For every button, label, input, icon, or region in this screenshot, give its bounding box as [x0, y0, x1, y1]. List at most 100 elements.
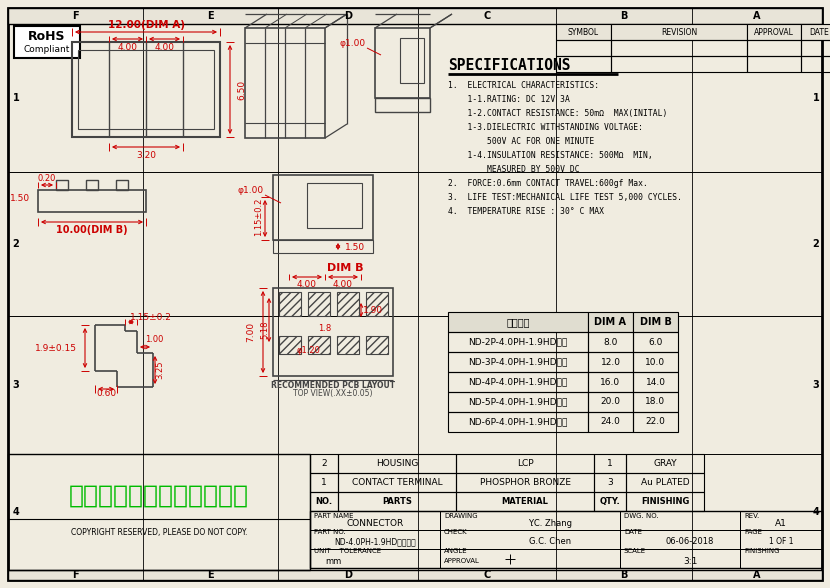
Text: ND-2P-4.0PH-1.9HD母座: ND-2P-4.0PH-1.9HD母座: [468, 338, 568, 346]
Text: 12.00(DIM A): 12.00(DIM A): [108, 20, 184, 30]
Text: 4.  TEMPERATURE RISE : 30° C MAX: 4. TEMPERATURE RISE : 30° C MAX: [448, 206, 604, 215]
Bar: [366, 292, 388, 316]
Text: APPROVAL: APPROVAL: [444, 558, 480, 564]
Text: 3: 3: [12, 380, 19, 390]
Bar: [448, 372, 588, 392]
Bar: [740, 549, 822, 568]
Text: 6.50: 6.50: [237, 79, 247, 99]
Text: DIM B: DIM B: [327, 263, 364, 273]
Bar: [633, 352, 678, 372]
Text: 1-4.INSULATION RESISTANCE: 500MΩ  MIN,: 1-4.INSULATION RESISTANCE: 500MΩ MIN,: [448, 151, 652, 159]
Text: REV.: REV.: [744, 513, 759, 519]
Bar: [740, 530, 822, 549]
Text: NO.: NO.: [315, 497, 333, 506]
Text: UNIT    TOLERANCE: UNIT TOLERANCE: [314, 548, 381, 554]
Bar: [38, 190, 146, 212]
Text: PAGE: PAGE: [744, 529, 762, 535]
Bar: [440, 530, 620, 549]
Text: 1: 1: [607, 459, 613, 468]
Text: G.C. Chen: G.C. Chen: [529, 537, 571, 546]
Bar: [337, 336, 359, 354]
Text: ND-3P-4.0PH-1.9HD母座: ND-3P-4.0PH-1.9HD母座: [468, 358, 568, 366]
Bar: [448, 332, 588, 352]
Text: Y.C. Zhang: Y.C. Zhang: [528, 520, 572, 529]
Bar: [747, 56, 801, 72]
Text: COPYRIGHT RESERVED, PLEASE DO NOT COPY.: COPYRIGHT RESERVED, PLEASE DO NOT COPY.: [71, 527, 247, 536]
Bar: [448, 352, 588, 372]
Text: E: E: [208, 570, 214, 580]
Text: 20.0: 20.0: [600, 397, 621, 406]
Text: 10.0: 10.0: [646, 358, 666, 366]
Bar: [440, 511, 620, 530]
Text: CONNECTOR: CONNECTOR: [346, 520, 403, 529]
Text: 1.50: 1.50: [345, 242, 365, 252]
Bar: [456, 492, 594, 511]
Bar: [14, 26, 80, 58]
Bar: [588, 312, 633, 332]
Text: 广东诺德电子科技有限公司: 广东诺德电子科技有限公司: [69, 484, 249, 508]
Text: DRAWING: DRAWING: [444, 513, 477, 519]
Text: MATERIAL: MATERIAL: [501, 497, 549, 506]
Text: ANGLE: ANGLE: [444, 548, 467, 554]
Text: MEASURED BY 500V DC: MEASURED BY 500V DC: [448, 165, 579, 173]
Text: PART NO.: PART NO.: [314, 529, 346, 535]
Text: 0.60: 0.60: [96, 389, 116, 397]
Bar: [310, 454, 338, 473]
Text: CHECK: CHECK: [444, 529, 467, 535]
Bar: [440, 549, 620, 568]
Text: D: D: [344, 11, 352, 21]
Text: FINISHING: FINISHING: [641, 497, 689, 506]
Text: 1.15±0.2: 1.15±0.2: [255, 198, 263, 236]
Text: A: A: [754, 570, 761, 580]
Text: HOUSING: HOUSING: [376, 459, 418, 468]
Bar: [273, 240, 373, 253]
Text: PHOSPHOR BRONZE: PHOSPHOR BRONZE: [480, 478, 570, 487]
Bar: [338, 473, 456, 492]
Bar: [72, 42, 220, 137]
Text: PART NAME: PART NAME: [314, 513, 354, 519]
Bar: [245, 28, 325, 138]
Text: 5.18: 5.18: [261, 320, 270, 339]
Text: 16.0: 16.0: [600, 377, 621, 386]
Text: 4: 4: [12, 507, 19, 517]
Text: 12.0: 12.0: [600, 358, 621, 366]
Bar: [801, 24, 830, 40]
Bar: [588, 332, 633, 352]
Bar: [279, 292, 301, 316]
Text: 10.00(DIM B): 10.00(DIM B): [56, 225, 128, 235]
Bar: [594, 473, 626, 492]
Text: 1.50: 1.50: [10, 193, 30, 202]
Text: RoHS: RoHS: [28, 29, 66, 42]
Bar: [8, 454, 310, 570]
Text: 2.  FORCE:0.6mm CONTACT TRAVEL:600gf Max.: 2. FORCE:0.6mm CONTACT TRAVEL:600gf Max.: [448, 179, 648, 188]
Bar: [747, 24, 801, 40]
Text: 型号规格: 型号规格: [506, 317, 530, 327]
Text: 1.8: 1.8: [319, 323, 332, 332]
Text: ND-4.0PH-1.9HD母座系列: ND-4.0PH-1.9HD母座系列: [334, 537, 416, 546]
Bar: [588, 412, 633, 432]
Bar: [338, 454, 456, 473]
Text: DWG. NO.: DWG. NO.: [624, 513, 659, 519]
Text: 2: 2: [813, 239, 819, 249]
Text: 0.20: 0.20: [38, 173, 56, 182]
Bar: [556, 24, 611, 40]
Text: 4.00: 4.00: [297, 279, 317, 289]
Bar: [8, 8, 822, 24]
Bar: [448, 312, 588, 332]
Bar: [400, 38, 424, 83]
Text: 1.90: 1.90: [363, 306, 383, 315]
Bar: [626, 492, 704, 511]
Bar: [448, 412, 588, 432]
Bar: [86, 180, 98, 190]
Bar: [633, 412, 678, 432]
Bar: [594, 492, 626, 511]
Text: Compliant: Compliant: [24, 45, 71, 54]
Bar: [307, 183, 362, 228]
Text: ND-6P-4.0PH-1.9HD母座: ND-6P-4.0PH-1.9HD母座: [468, 417, 568, 426]
Bar: [456, 454, 594, 473]
Bar: [620, 530, 740, 549]
Text: 1.  ELECTRICAL CHARACTERISTICS:: 1. ELECTRICAL CHARACTERISTICS:: [448, 81, 599, 89]
Bar: [740, 511, 822, 530]
Text: FINISHING: FINISHING: [744, 548, 779, 554]
Bar: [456, 473, 594, 492]
